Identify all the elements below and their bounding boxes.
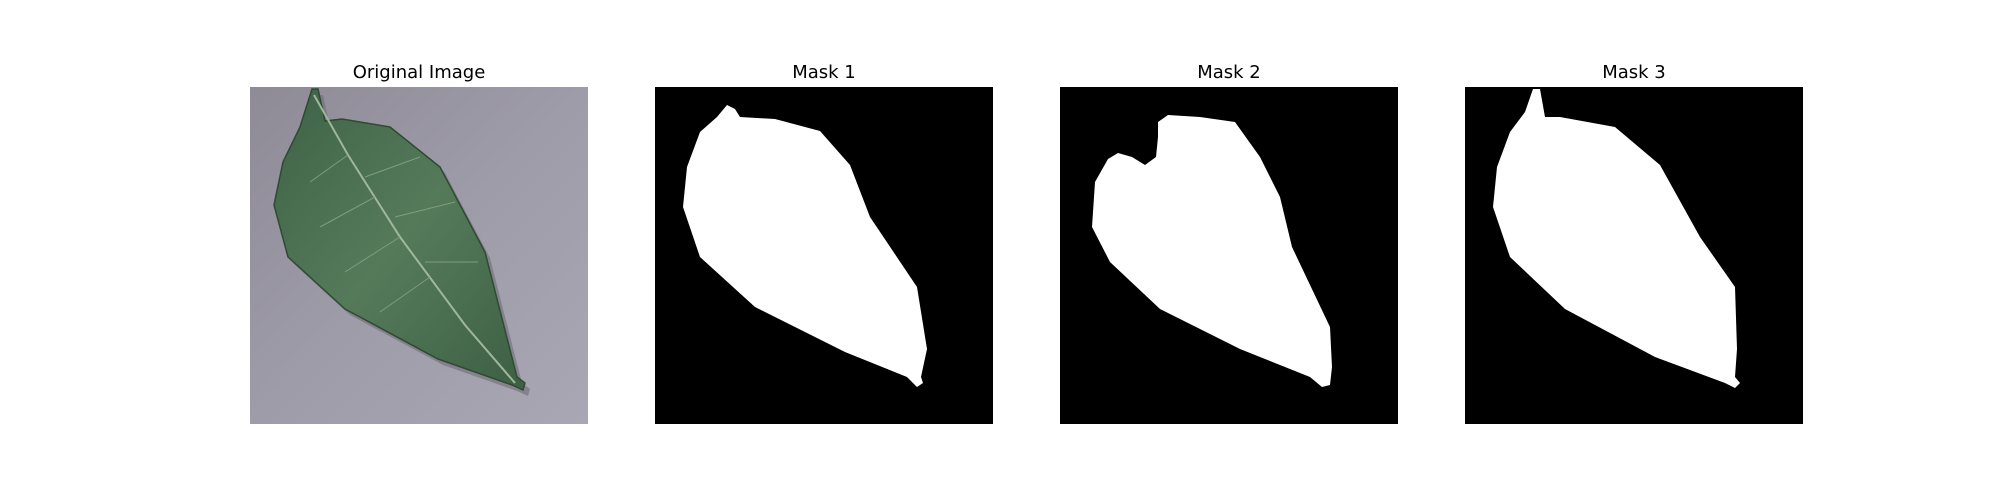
panel-title: Mask 2 bbox=[1197, 62, 1261, 83]
panel-original: Original Image bbox=[250, 62, 588, 424]
panel-title: Mask 1 bbox=[792, 62, 856, 83]
panel-mask-1: Mask 1 bbox=[655, 62, 993, 424]
panel-title: Mask 3 bbox=[1602, 62, 1666, 83]
mask-2-image bbox=[1060, 87, 1398, 424]
panel-mask-3: Mask 3 bbox=[1465, 62, 1803, 424]
mask-3-image bbox=[1465, 87, 1803, 424]
original-image bbox=[250, 87, 588, 424]
panel-mask-2: Mask 2 bbox=[1060, 62, 1398, 424]
panel-title: Original Image bbox=[352, 62, 486, 83]
mask-1-image bbox=[655, 87, 993, 424]
